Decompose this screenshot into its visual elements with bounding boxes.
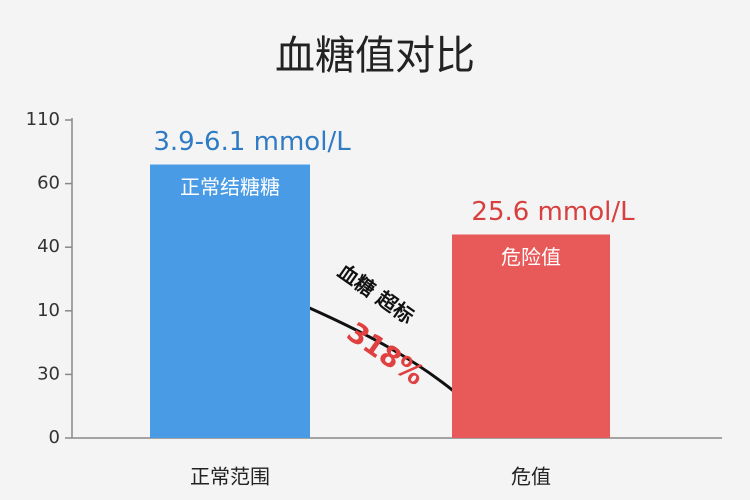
y-tick-label: 0 [49, 427, 60, 448]
value-label: 25.6 mmol/L [471, 197, 635, 227]
x-tick-label: 危值 [511, 465, 551, 489]
y-tick-label: 40 [37, 236, 60, 257]
bar-text: 正常结糖糖 [180, 175, 280, 199]
y-tick-label: 110 [26, 109, 60, 130]
y-tick-label: 10 [37, 300, 60, 321]
value-label: 3.9-6.1 mmol/L [153, 127, 351, 157]
bar-text: 危险值 [501, 245, 561, 269]
x-tick-label: 正常范围 [190, 465, 270, 489]
y-tick-label: 60 [37, 173, 60, 194]
bar [150, 164, 310, 438]
bar [452, 234, 610, 438]
arrow [295, 300, 472, 407]
y-tick-label: 30 [37, 363, 60, 384]
chart-title: 血糖值对比 [275, 33, 475, 79]
